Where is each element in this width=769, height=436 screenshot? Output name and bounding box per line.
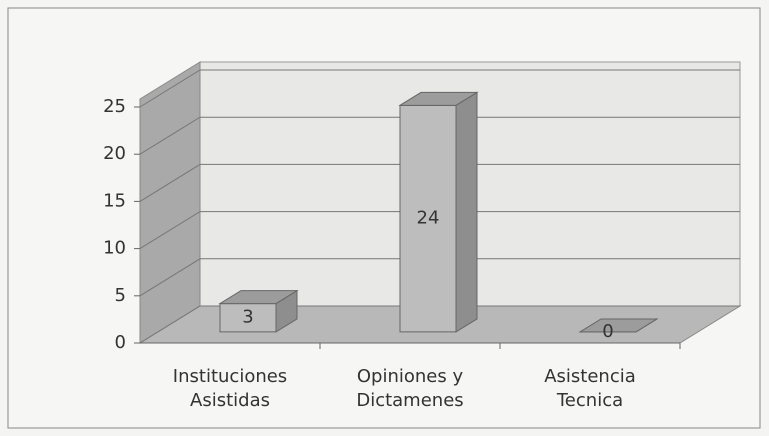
grid-line — [139, 305, 740, 344]
bar-top — [578, 318, 659, 333]
y-tick-label: 15 — [103, 190, 126, 211]
left-wall — [139, 61, 201, 344]
grid-line — [139, 258, 740, 297]
grid-line — [139, 211, 740, 250]
y-tick-label: 0 — [115, 332, 126, 353]
data-label: 0 — [602, 321, 613, 342]
grid-line — [139, 69, 740, 108]
data-label: 3 — [242, 307, 253, 328]
bar-side — [455, 91, 478, 333]
bar-top — [218, 290, 299, 305]
grid-line — [139, 163, 740, 202]
data-label: 24 — [417, 208, 440, 229]
x-tick-label: Asistencia Tecnica — [544, 366, 636, 411]
y-tick-label: 20 — [103, 143, 126, 164]
grid-line — [139, 116, 740, 155]
y-tick-label: 10 — [103, 238, 126, 259]
y-tick-label: 5 — [115, 285, 126, 306]
bar-top — [398, 91, 479, 106]
y-tick-label: 25 — [103, 96, 126, 117]
x-tick-label: Instituciones Asistidas — [172, 366, 288, 411]
x-tick-label: Opiniones y Dictamenes — [356, 366, 464, 411]
